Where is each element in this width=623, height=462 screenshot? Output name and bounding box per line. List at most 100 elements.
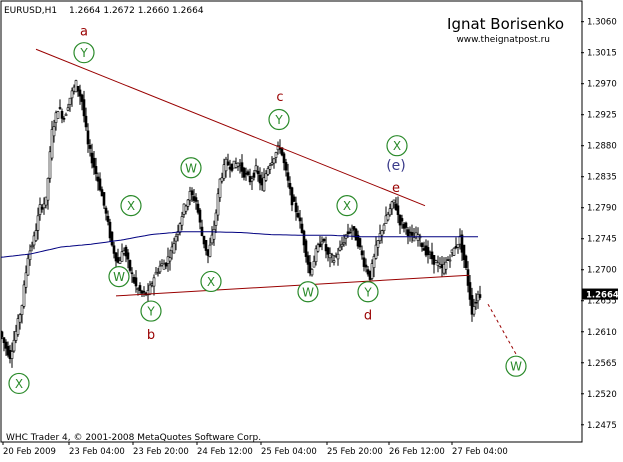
x-tick-label: 26 Feb 12:00 xyxy=(389,447,445,457)
candle-body xyxy=(382,224,386,231)
wave-circle xyxy=(357,281,379,303)
candle xyxy=(68,97,72,112)
candle xyxy=(322,237,326,243)
candle-body xyxy=(40,206,44,210)
wave-circle xyxy=(140,300,162,322)
candle xyxy=(218,178,222,202)
candle-body xyxy=(218,178,222,198)
candle-body xyxy=(256,170,260,175)
candle xyxy=(352,226,356,238)
candle-body xyxy=(404,222,408,228)
candle-body xyxy=(312,260,316,268)
candle xyxy=(284,158,288,177)
candle-body xyxy=(78,89,82,97)
candle-body xyxy=(152,277,156,287)
candle-body xyxy=(392,199,396,203)
candle-body xyxy=(196,203,200,213)
wave-label-x-3: X xyxy=(120,195,142,217)
candle-body xyxy=(252,172,256,178)
wave-circle-text: X xyxy=(207,275,215,289)
candle-body xyxy=(468,282,472,300)
candle-body xyxy=(374,244,378,259)
candle-body xyxy=(276,145,280,151)
candle-body xyxy=(134,277,138,287)
candle-body xyxy=(268,165,272,170)
candle xyxy=(28,244,32,266)
candle-body xyxy=(76,85,80,92)
candle-body xyxy=(16,318,20,335)
x-tick-label: 23 Feb 04:00 xyxy=(69,447,125,457)
candle-body xyxy=(266,168,270,175)
candle xyxy=(60,108,64,124)
candle-body xyxy=(432,255,436,265)
candle-body xyxy=(286,172,290,181)
candle-body xyxy=(470,295,474,315)
candle-body xyxy=(136,288,140,290)
candle xyxy=(362,250,366,272)
candle-body xyxy=(124,246,128,257)
candle-body xyxy=(190,190,194,196)
candle-body xyxy=(22,284,26,307)
candle xyxy=(126,249,130,269)
wave-label-y-4: Y xyxy=(140,300,162,322)
candle-body xyxy=(322,239,326,242)
candle xyxy=(412,227,416,242)
candle xyxy=(102,192,106,210)
candle xyxy=(320,236,324,251)
candle xyxy=(4,339,8,356)
candle xyxy=(22,280,26,309)
candle xyxy=(250,175,254,190)
wave-circle-text: X xyxy=(15,377,23,391)
candle xyxy=(138,282,142,294)
candle-body xyxy=(290,187,294,206)
wave-circle xyxy=(8,372,30,395)
x-tick-label: 25 Feb 04:00 xyxy=(261,447,317,457)
wave-letter-1: b xyxy=(147,328,155,343)
wave-label-w-12: W xyxy=(505,355,527,377)
candle xyxy=(262,168,266,192)
candle xyxy=(246,169,250,177)
candle-body xyxy=(14,331,18,341)
candle xyxy=(292,194,296,202)
candle-body xyxy=(138,285,142,291)
candle xyxy=(242,166,246,181)
candle xyxy=(40,204,44,213)
candle-body xyxy=(120,251,124,262)
candle-body xyxy=(472,306,476,315)
candle-body xyxy=(188,191,192,201)
candle-body xyxy=(2,337,6,344)
candle xyxy=(142,286,146,297)
candle xyxy=(114,252,118,269)
wave-label-w-5: W xyxy=(180,157,202,179)
candle-body xyxy=(372,256,376,268)
candle xyxy=(158,260,162,274)
candle xyxy=(82,90,86,123)
wave-circle-text: X xyxy=(393,139,401,153)
candle xyxy=(426,240,430,264)
wave-circle xyxy=(120,195,142,217)
candle-body xyxy=(274,152,278,158)
candle xyxy=(12,331,16,353)
candle-body xyxy=(182,203,186,215)
candle xyxy=(46,177,50,210)
candle xyxy=(264,170,268,182)
candle-body xyxy=(156,272,160,274)
candle xyxy=(26,253,30,276)
candle xyxy=(376,240,380,256)
x-tick-label: 20 Feb 2009 xyxy=(3,447,56,457)
candle-body xyxy=(66,107,70,111)
candle xyxy=(176,224,180,242)
candle-body xyxy=(194,197,198,202)
candle xyxy=(216,188,220,221)
candle xyxy=(300,217,304,234)
candle-body xyxy=(332,260,336,263)
candle xyxy=(462,244,466,268)
candle-body xyxy=(180,216,184,226)
candle xyxy=(370,259,374,281)
candle xyxy=(240,154,244,178)
candle-body xyxy=(246,171,250,175)
candle xyxy=(14,324,18,344)
candle-body xyxy=(62,117,66,120)
candle-body xyxy=(48,151,52,179)
